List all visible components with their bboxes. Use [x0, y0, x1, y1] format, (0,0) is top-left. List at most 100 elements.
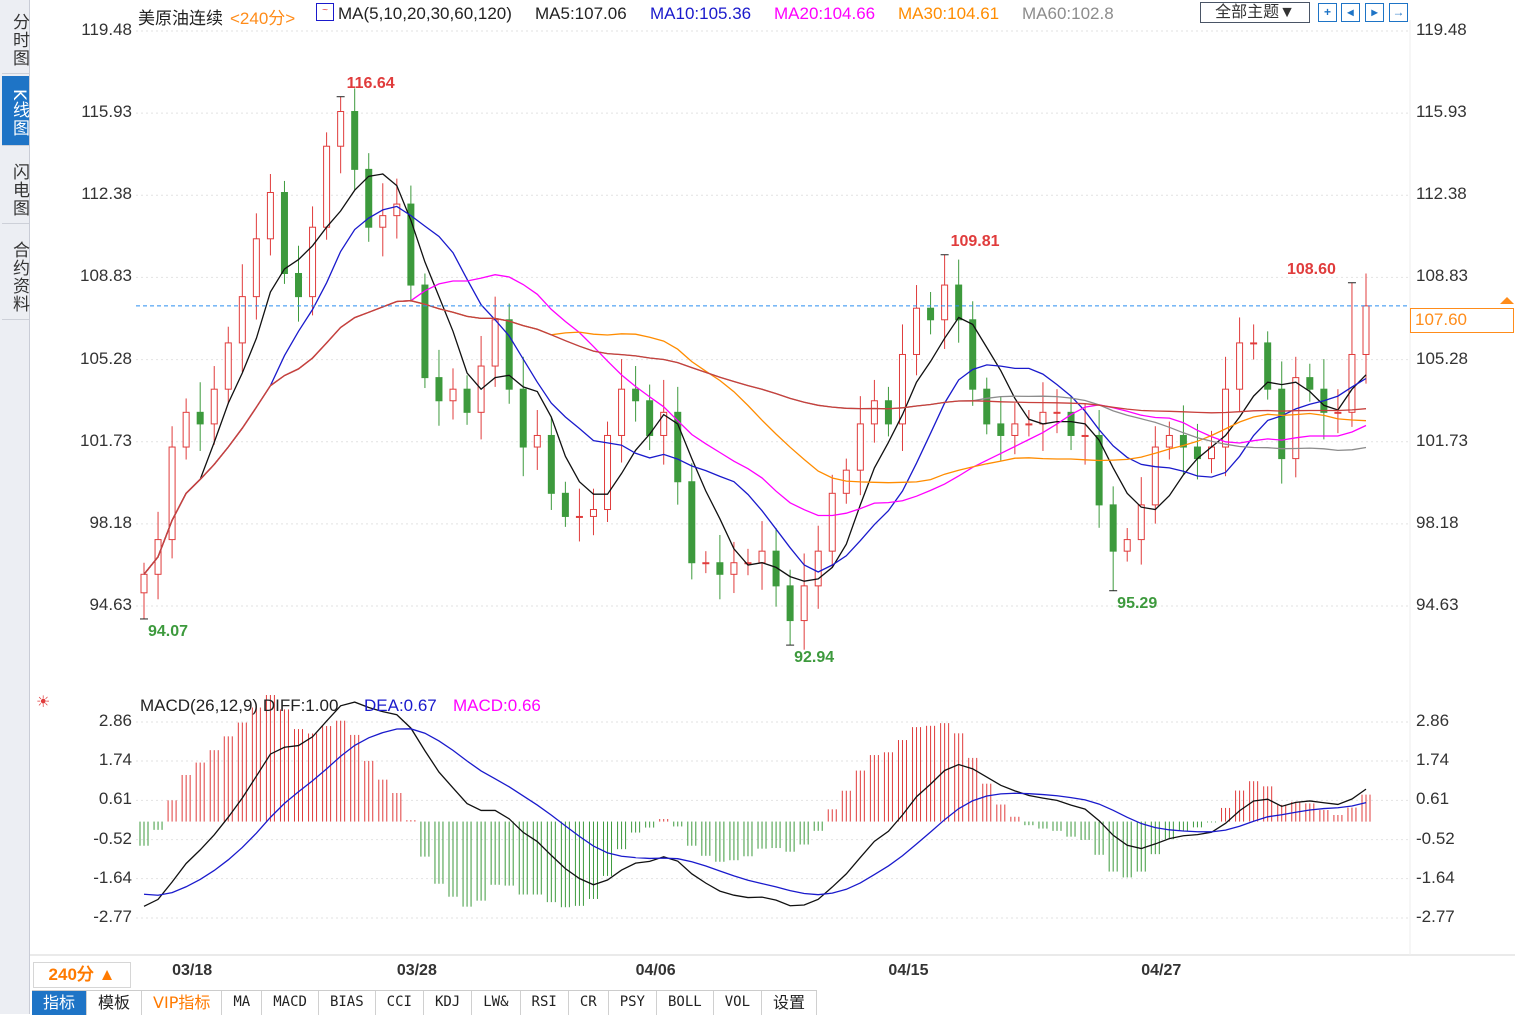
price-tick-left: 94.63: [89, 595, 132, 614]
candle-down: [196, 411, 204, 425]
candle-up: [224, 342, 232, 390]
sidebar-item-kline[interactable]: K线图: [2, 76, 29, 146]
candle-up: [1222, 388, 1230, 448]
macd-tick-right: 1.74: [1416, 749, 1450, 769]
candle-up: [1039, 411, 1047, 425]
price-tick-right: 119.48: [1416, 20, 1467, 39]
macd-tick-left: -2.77: [93, 907, 132, 926]
price-tick-right: 105.28: [1416, 348, 1468, 368]
extreme-label-high: 109.81: [950, 232, 1000, 250]
candle-down: [1179, 434, 1187, 448]
tab-10[interactable]: CR: [568, 991, 609, 1015]
candle-up: [800, 585, 808, 622]
candle-up: [337, 111, 345, 147]
tab-5[interactable]: BIAS: [318, 991, 376, 1015]
candle-down: [674, 411, 682, 483]
price-tick-left: 115.93: [81, 102, 132, 122]
theme-select[interactable]: 全部主题▼: [1200, 2, 1310, 23]
tab-12[interactable]: BOLL: [657, 991, 714, 1015]
candle-down: [463, 388, 471, 413]
candle-down: [1095, 434, 1103, 506]
tab-1[interactable]: 模板: [87, 991, 143, 1015]
ma-indicator-icon[interactable]: ~: [316, 3, 334, 21]
candle-up: [814, 550, 822, 587]
candle-up: [309, 226, 317, 298]
instrument-name: 美原油连续: [138, 9, 223, 28]
candle-up: [1053, 411, 1061, 414]
extreme-label-high: 108.60: [1286, 260, 1336, 278]
price-tick-left: 119.48: [81, 20, 132, 39]
zoom-in-icon[interactable]: ◂: [1341, 3, 1360, 22]
tab-14[interactable]: 设置: [762, 991, 818, 1015]
extreme-label-low: 95.29: [1117, 594, 1158, 612]
date-tick: 03/28: [396, 962, 437, 979]
candle-down: [646, 400, 654, 436]
price-tick-right: 94.63: [1416, 595, 1459, 614]
period-label: <240分>: [230, 9, 296, 28]
candle-up: [210, 388, 218, 425]
tab-9[interactable]: RSI: [520, 991, 569, 1015]
tab-3[interactable]: MA: [222, 991, 263, 1015]
candle-down: [983, 388, 991, 425]
candle-up: [379, 215, 387, 228]
move-right-icon[interactable]: →: [1389, 3, 1408, 22]
candle-up: [589, 509, 597, 517]
candle-up: [1362, 305, 1370, 355]
candle-down: [505, 319, 513, 390]
candle-up: [491, 319, 499, 367]
candle-up: [168, 446, 176, 541]
sidebar-item-contract-info[interactable]: 合约资料: [2, 228, 29, 320]
zoom-out-icon[interactable]: ▸: [1365, 3, 1384, 22]
ma5-line: [143, 173, 1367, 582]
candle-down: [1264, 342, 1272, 390]
macd-dea-line: [143, 728, 1367, 896]
sidebar-item-timeshare[interactable]: 分时图: [2, 0, 29, 74]
candle-down: [1278, 388, 1286, 460]
candle-down: [547, 434, 555, 494]
candle-up: [266, 192, 274, 240]
ma30-value: MA30:104.61: [898, 4, 1000, 23]
period-selector[interactable]: 240分 ▲: [33, 962, 131, 988]
candle-up: [702, 562, 710, 565]
candle-down: [561, 492, 569, 517]
candle-down: [407, 203, 415, 286]
tab-7[interactable]: KDJ: [423, 991, 473, 1015]
tab-6[interactable]: CCI: [375, 991, 424, 1015]
candle-down: [280, 192, 288, 274]
candle-up: [1165, 434, 1173, 448]
candle-up: [1081, 434, 1089, 437]
macd-tick-right: 2.86: [1416, 711, 1450, 730]
macd-settings-icon[interactable]: ☀: [36, 694, 51, 711]
tab-8[interactable]: LW&: [472, 991, 521, 1015]
sidebar-item-flash-chart[interactable]: 闪电图: [2, 150, 29, 224]
candle-up: [575, 515, 583, 518]
candle-down: [1067, 411, 1075, 436]
candle-down: [884, 400, 892, 425]
candle-down: [632, 388, 640, 402]
ma20-line: [143, 274, 1367, 575]
date-tick: 04/27: [1141, 962, 1182, 979]
candle-down: [365, 168, 373, 228]
tab-4[interactable]: MACD: [262, 991, 319, 1015]
tab-11[interactable]: PSY: [608, 991, 657, 1015]
macd-tick-left: 0.61: [98, 789, 132, 809]
candle-up: [660, 411, 668, 436]
candle-up: [758, 550, 766, 564]
tab-0[interactable]: 指标: [32, 991, 88, 1015]
ma20-value: MA20:104.66: [774, 4, 876, 23]
crosshair-icon[interactable]: +: [1318, 3, 1337, 22]
ma-params: MA(5,10,20,30,60,120): [338, 4, 512, 23]
macd-tick-right: -1.64: [1416, 867, 1455, 887]
extreme-label-low: 94.07: [148, 622, 189, 640]
tab-13[interactable]: VOL: [713, 991, 763, 1015]
tab-2[interactable]: VIP指标: [142, 991, 223, 1015]
candle-up: [323, 145, 331, 228]
candle-up: [1025, 423, 1033, 426]
candle-down: [688, 481, 696, 564]
candle-up: [913, 307, 921, 355]
price-tick-left: 105.28: [80, 348, 132, 368]
price-tick-right: 108.83: [1416, 266, 1468, 286]
candle-down: [716, 562, 724, 575]
view-sidebar: 分时图 K线图 闪电图 合约资料: [0, 0, 30, 1014]
